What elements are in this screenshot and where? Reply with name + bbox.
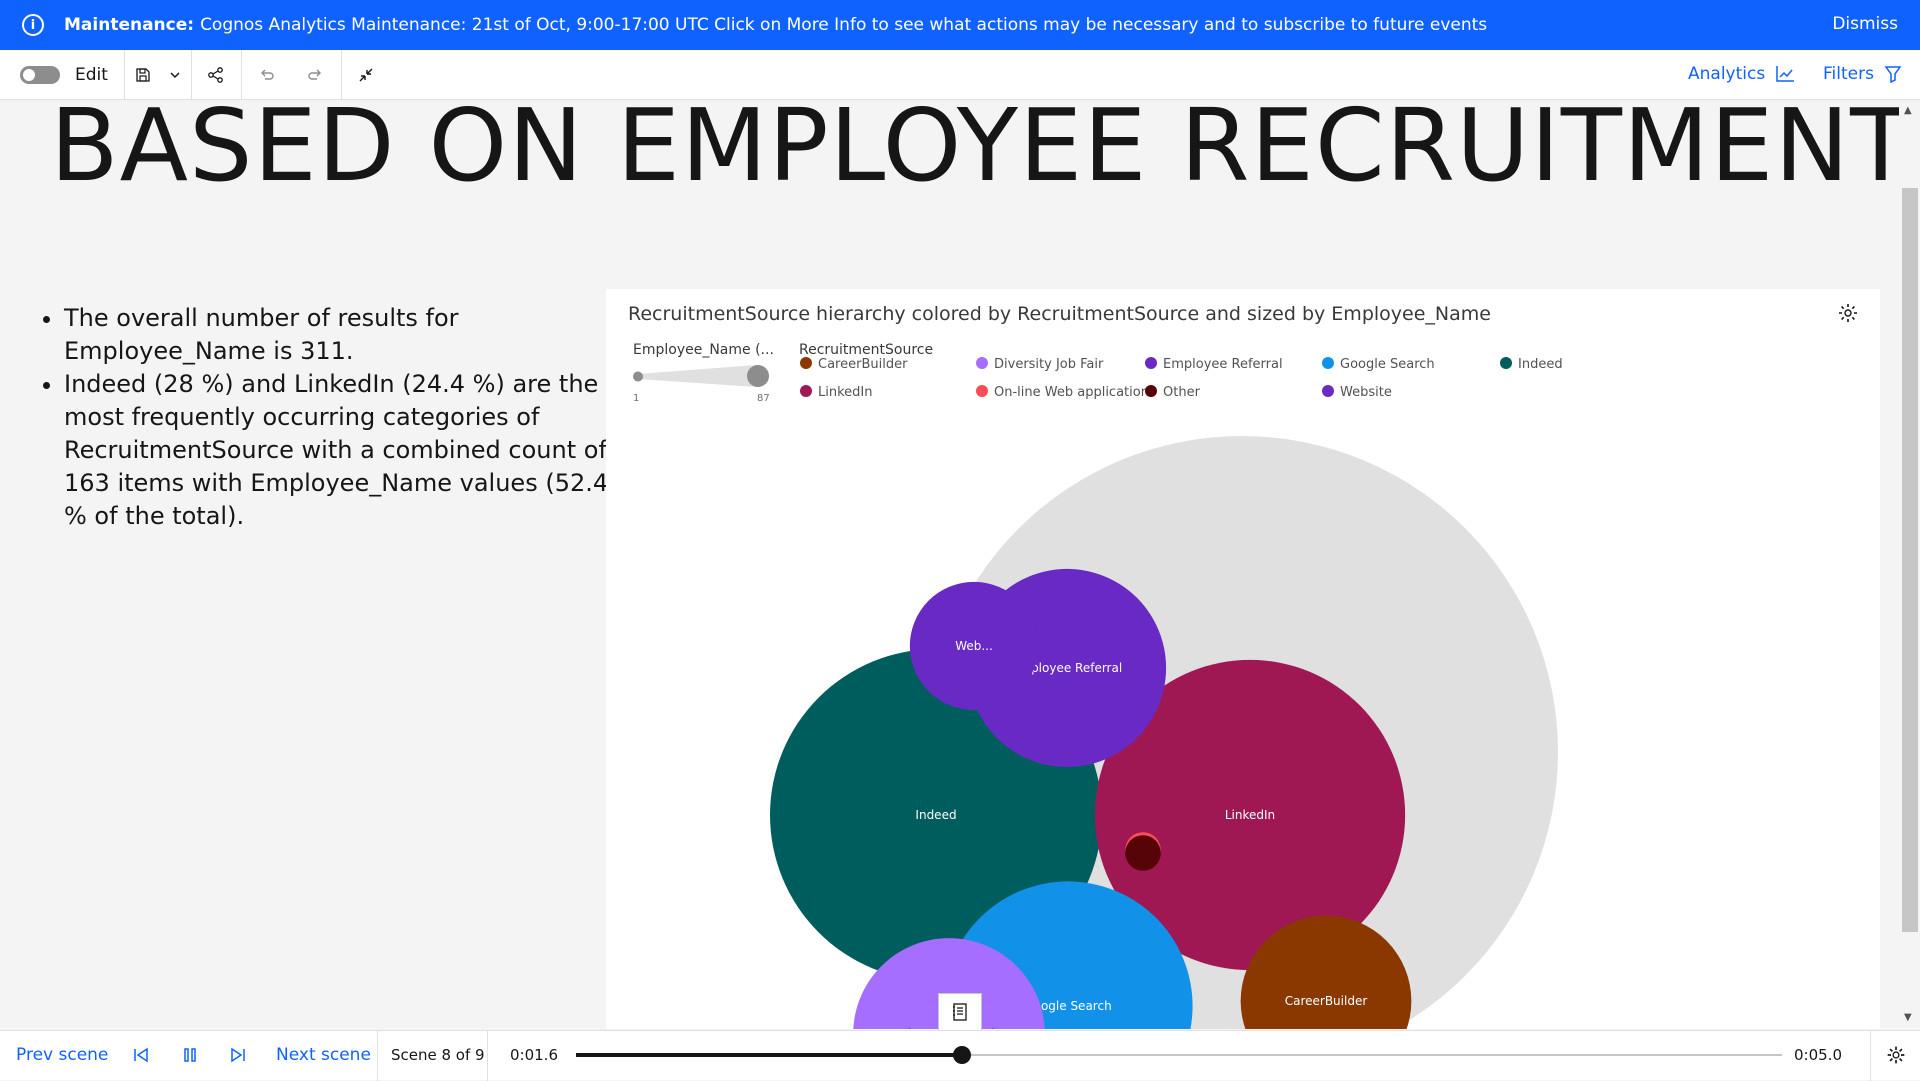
size-legend-title: Employee_Name (... xyxy=(633,342,774,358)
legend-item-label[interactable]: On-line Web application xyxy=(994,385,1149,400)
bubble-label: Employee Referral xyxy=(1012,661,1122,675)
player-divider xyxy=(1870,1031,1871,1081)
legend-swatch xyxy=(1500,357,1512,369)
legend-item-label[interactable]: Google Search xyxy=(1340,357,1435,372)
toolbar-divider xyxy=(191,50,192,100)
bubble-chart: Employee_Name (... 1 87 RecruitmentSourc… xyxy=(633,342,1563,1029)
scene-player-bar: Prev scene Next scene Scene 8 of 9 0:01.… xyxy=(0,1030,1920,1081)
insight-list: The overall number of results for Employ… xyxy=(30,302,614,533)
elapsed-time: 0:01.6 xyxy=(510,1046,558,1064)
toolbar-divider xyxy=(341,50,342,100)
legend-item-label[interactable]: Other xyxy=(1163,385,1201,400)
bubble-linkedin[interactable] xyxy=(1094,659,1406,971)
legend-swatch xyxy=(976,357,988,369)
legend-item-label[interactable]: CareerBuilder xyxy=(818,357,908,372)
notes-icon xyxy=(953,1003,967,1021)
toolbar-divider xyxy=(124,50,125,100)
next-scene-button[interactable]: Next scene xyxy=(276,1045,371,1065)
bubble-label: Indeed xyxy=(915,808,956,822)
size-legend-ramp xyxy=(638,365,767,387)
size-legend-min-marker xyxy=(633,371,643,382)
bubble-website[interactable] xyxy=(909,581,1039,711)
chart-settings-icon[interactable] xyxy=(1836,301,1860,325)
skip-forward-icon[interactable] xyxy=(226,1043,250,1067)
scroll-down-icon[interactable]: ▼ xyxy=(1904,1012,1912,1023)
legend-item-label[interactable]: Employee Referral xyxy=(1163,357,1283,372)
bubble-label: CareerBuilder xyxy=(1285,994,1368,1008)
dismiss-button[interactable]: Dismiss xyxy=(1832,14,1898,34)
bubble-label: Web... xyxy=(955,639,993,653)
toggle-knob xyxy=(23,69,35,81)
insight-item: The overall number of results for Employ… xyxy=(64,302,614,368)
vertical-scrollbar[interactable]: ▲ ▼ xyxy=(1899,100,1920,1030)
redo-icon[interactable] xyxy=(303,63,327,87)
toolbar-divider xyxy=(241,50,242,100)
bubble-label: LinkedIn xyxy=(1225,808,1275,822)
settings-icon[interactable] xyxy=(1884,1043,1908,1067)
size-legend-max-marker xyxy=(747,365,769,387)
pause-icon[interactable] xyxy=(178,1043,202,1067)
legend-swatch xyxy=(1322,385,1334,397)
undo-icon[interactable] xyxy=(255,63,279,87)
timeline-handle[interactable] xyxy=(952,1046,971,1064)
save-icon[interactable] xyxy=(131,63,155,87)
scene-content: BASED ON EMPLOYEE RECRUITMENT The overal… xyxy=(0,100,1900,1030)
bubble-label: Google Search xyxy=(1024,999,1111,1013)
total-duration: 0:05.0 xyxy=(1794,1046,1842,1064)
edit-toggle[interactable] xyxy=(20,66,60,84)
filters-button[interactable]: Filters xyxy=(1823,64,1902,84)
info-icon: i xyxy=(22,14,44,36)
edit-label: Edit xyxy=(75,65,108,85)
legend-item-label[interactable]: Website xyxy=(1340,385,1392,400)
size-legend-min: 1 xyxy=(633,393,639,404)
filters-label: Filters xyxy=(1823,64,1874,84)
legend-swatch xyxy=(800,385,812,397)
player-divider xyxy=(487,1031,488,1081)
toolbar: Edit Analytics Filters xyxy=(0,50,1920,100)
skip-back-icon[interactable] xyxy=(129,1043,153,1067)
page-title: BASED ON EMPLOYEE RECRUITMENT xyxy=(50,100,1900,204)
banner-message: Cognos Analytics Maintenance: 21st of Oc… xyxy=(200,15,1488,35)
legend-swatch xyxy=(1145,385,1157,397)
insight-item: Indeed (28 %) and LinkedIn (24.4 %) are … xyxy=(64,368,614,533)
timeline-progress xyxy=(576,1053,962,1057)
analytics-label: Analytics xyxy=(1688,64,1766,84)
legend-item-label[interactable]: Indeed xyxy=(1518,357,1563,372)
legend-swatch xyxy=(976,385,988,397)
notes-button[interactable] xyxy=(938,993,982,1031)
scrollbar-thumb[interactable] xyxy=(1902,188,1918,932)
prev-scene-button[interactable]: Prev scene xyxy=(16,1045,109,1065)
bubble-diversity-job-fair[interactable] xyxy=(853,938,1045,1029)
bubble-group: Indeed LinkedIn Google Search Employee Refe… xyxy=(770,568,1412,1029)
scene-counter: Scene 8 of 9 xyxy=(391,1046,485,1064)
color-legend-title: RecruitmentSource xyxy=(799,342,933,358)
legend-swatch xyxy=(1322,357,1334,369)
player-divider xyxy=(377,1031,378,1081)
bubble-careerbuilder[interactable] xyxy=(1240,915,1412,1029)
banner-label: Maintenance: xyxy=(64,15,195,35)
legend-item-label[interactable]: Diversity Job Fair xyxy=(994,357,1104,372)
color-legend: CareerBuilder Diversity Job Fair Employee … xyxy=(800,357,1563,400)
bubble-chart-card: RecruitmentSource hierarchy colored by R… xyxy=(606,289,1880,1029)
size-legend-max: 87 xyxy=(757,393,770,404)
bubble-other[interactable] xyxy=(1125,835,1161,871)
collapse-icon[interactable] xyxy=(354,63,378,87)
analytics-icon xyxy=(1776,66,1795,82)
chart-title: RecruitmentSource hierarchy colored by R… xyxy=(628,303,1491,325)
legend-item-label[interactable]: LinkedIn xyxy=(818,385,872,400)
filter-icon xyxy=(1884,66,1902,83)
maintenance-banner: i Maintenance: Cognos Analytics Maintena… xyxy=(0,0,1920,50)
legend-swatch xyxy=(1145,357,1157,369)
share-icon[interactable] xyxy=(204,63,228,87)
timeline-track[interactable] xyxy=(576,1046,1782,1064)
chevron-down-icon[interactable] xyxy=(163,63,187,87)
legend-swatch xyxy=(800,357,812,369)
analytics-button[interactable]: Analytics xyxy=(1688,64,1795,84)
scroll-up-icon[interactable]: ▲ xyxy=(1904,105,1912,116)
